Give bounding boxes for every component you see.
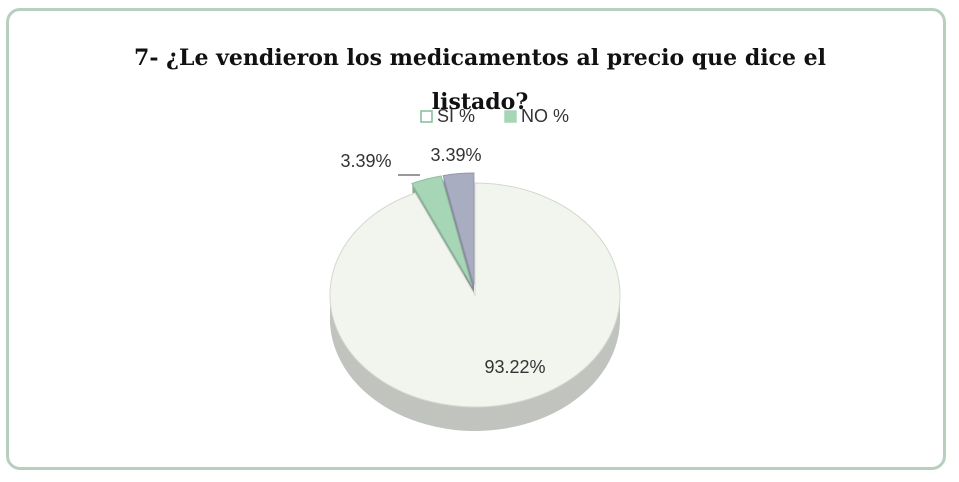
- data-label: 3.39%: [340, 151, 391, 171]
- slice: [442, 172, 475, 286]
- legend-swatch: [504, 110, 517, 123]
- legend-swatch: [420, 110, 433, 123]
- data-label: 3.39%: [430, 145, 481, 165]
- slice: [411, 175, 473, 286]
- slice: [329, 182, 621, 408]
- chart-title: 7- ¿Le vendieron los medicamentos al pre…: [134, 45, 826, 115]
- legend-label: NO %: [521, 106, 569, 126]
- data-label: 93.22%: [484, 357, 545, 377]
- legend-label: SI %: [437, 106, 475, 126]
